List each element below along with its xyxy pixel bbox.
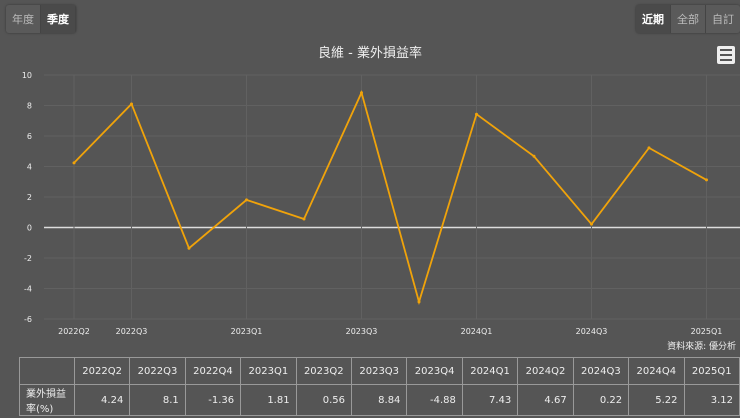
chart-title: 良維 - 業外損益率 (318, 46, 422, 61)
source-note: 資料來源: 優分析 (667, 342, 736, 352)
header-cell: 2022Q2 (73, 357, 131, 385)
data-point[interactable] (72, 161, 76, 165)
data-point[interactable] (705, 178, 708, 182)
y-tick-label: 8 (27, 102, 32, 111)
value-cell: 3.12 (683, 384, 740, 416)
data-point[interactable] (475, 112, 478, 116)
x-tick-label: 2024Q1 (461, 327, 493, 336)
header-cell: 2024Q1 (461, 357, 519, 385)
data-table: 2022Q2 2022Q3 2022Q4 2023Q1 2023Q2 2023Q3 2023… (19, 357, 740, 416)
y-tick-label: -4 (24, 285, 32, 294)
x-tick-label: 2025Q1 (691, 327, 723, 336)
header-cell: 2023Q1 (240, 357, 297, 385)
header-cell: 2024Q3 (572, 357, 630, 385)
hamburger-menu-icon[interactable] (717, 46, 735, 64)
data-point[interactable] (245, 198, 248, 202)
value-cell: -4.88 (406, 384, 463, 416)
header-cell: 2022Q3 (129, 357, 186, 385)
data-point[interactable] (130, 102, 133, 106)
data-point[interactable] (647, 146, 651, 150)
series-line (73, 90, 707, 306)
y-tick-label: 4 (27, 163, 32, 172)
y-tick-label: 6 (27, 132, 32, 141)
value-cell: 0.56 (295, 384, 353, 416)
data-point[interactable] (417, 300, 421, 304)
value-cell: 8.84 (350, 384, 408, 416)
value-cell: 0.22 (572, 384, 630, 416)
quarterly-button[interactable]: 季度 (41, 5, 76, 33)
header-cell: 2025Q1 (683, 357, 740, 385)
corner-cell (19, 357, 75, 385)
period-toggle: 年度 季度 (6, 5, 76, 33)
line-chart: -6 -4 -2 0 2 4 6 8 10 2022Q2 2022Q3 2023Q1 2023Q3 202… (22, 71, 740, 336)
value-cell: 8.1 (129, 384, 186, 416)
row-label: 業外損益率(%) (19, 384, 75, 416)
value-cell: 4.24 (73, 384, 131, 416)
x-tick-label: 2023Q3 (346, 327, 378, 336)
range-toggle: 近期 全部 自訂 (636, 5, 740, 33)
recent-button[interactable]: 近期 (636, 5, 671, 33)
x-tick-label: 2023Q1 (231, 327, 263, 336)
custom-button[interactable]: 自訂 (706, 5, 740, 33)
value-cell: 5.22 (628, 384, 685, 416)
header-cell: 2023Q4 (406, 357, 463, 385)
value-cell: 4.67 (517, 384, 574, 416)
x-tick-label: 2022Q2 (58, 327, 90, 336)
all-button[interactable]: 全部 (671, 5, 706, 33)
yearly-button[interactable]: 年度 (6, 5, 41, 33)
data-point[interactable] (360, 91, 363, 95)
header-cell: 2024Q4 (628, 357, 685, 385)
y-tick-label: 0 (27, 224, 32, 233)
y-tick-label: -6 (24, 315, 32, 324)
header-cell: 2023Q2 (295, 357, 353, 385)
header-cell: 2024Q2 (517, 357, 574, 385)
data-point[interactable] (590, 222, 593, 226)
data-point[interactable] (302, 217, 306, 221)
header-cell: 2022Q4 (184, 357, 242, 385)
y-tick-label: -2 (24, 254, 32, 263)
data-point[interactable] (532, 154, 536, 158)
x-tick-label: 2022Q3 (116, 327, 148, 336)
header-cell: 2023Q3 (350, 357, 408, 385)
value-cell: -1.36 (184, 384, 242, 416)
value-cell: 1.81 (240, 384, 297, 416)
value-cell: 7.43 (461, 384, 519, 416)
data-point[interactable] (187, 246, 191, 250)
y-tick-label: 10 (22, 71, 32, 80)
x-tick-label: 2024Q3 (576, 327, 608, 336)
y-tick-label: 2 (27, 193, 32, 202)
